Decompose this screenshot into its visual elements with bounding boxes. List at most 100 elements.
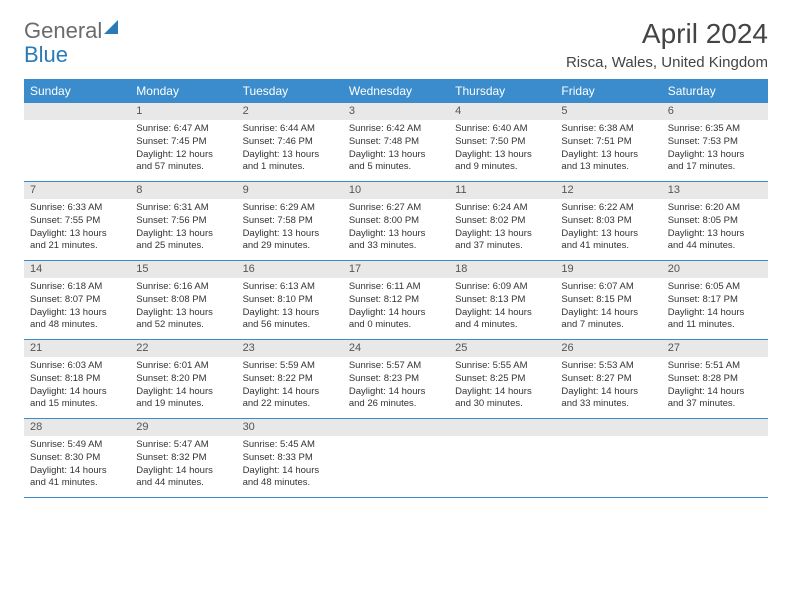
- sunset-text: Sunset: 8:12 PM: [349, 294, 443, 307]
- daylight-text: Daylight: 13 hours and 13 minutes.: [561, 149, 655, 175]
- day-number: 8: [130, 182, 236, 199]
- calendar: Sunday Monday Tuesday Wednesday Thursday…: [0, 79, 792, 498]
- day-number: 1: [130, 103, 236, 120]
- calendar-cell: 4Sunrise: 6:40 AMSunset: 7:50 PMDaylight…: [449, 103, 555, 181]
- cell-body: Sunrise: 6:09 AMSunset: 8:13 PMDaylight:…: [449, 278, 555, 336]
- cell-body: Sunrise: 6:11 AMSunset: 8:12 PMDaylight:…: [343, 278, 449, 336]
- sunset-text: Sunset: 8:07 PM: [30, 294, 124, 307]
- day-number: 7: [24, 182, 130, 199]
- day-number: [662, 419, 768, 436]
- day-number: 19: [555, 261, 661, 278]
- sunset-text: Sunset: 8:17 PM: [668, 294, 762, 307]
- cell-body: Sunrise: 6:18 AMSunset: 8:07 PMDaylight:…: [24, 278, 130, 336]
- sunrise-text: Sunrise: 5:57 AM: [349, 360, 443, 373]
- location: Risca, Wales, United Kingdom: [566, 54, 768, 71]
- daylight-text: Daylight: 13 hours and 33 minutes.: [349, 228, 443, 254]
- sunrise-text: Sunrise: 6:09 AM: [455, 281, 549, 294]
- weeks-container: 1Sunrise: 6:47 AMSunset: 7:45 PMDaylight…: [24, 103, 768, 498]
- sunrise-text: Sunrise: 5:51 AM: [668, 360, 762, 373]
- daylight-text: Daylight: 14 hours and 7 minutes.: [561, 307, 655, 333]
- sunrise-text: Sunrise: 6:16 AM: [136, 281, 230, 294]
- logo-word1: General: [24, 18, 102, 44]
- sunset-text: Sunset: 8:22 PM: [243, 373, 337, 386]
- calendar-cell: 11Sunrise: 6:24 AMSunset: 8:02 PMDayligh…: [449, 182, 555, 260]
- sunset-text: Sunset: 8:10 PM: [243, 294, 337, 307]
- title-block: April 2024 Risca, Wales, United Kingdom: [566, 18, 768, 71]
- daylight-text: Daylight: 14 hours and 26 minutes.: [349, 386, 443, 412]
- calendar-cell: 17Sunrise: 6:11 AMSunset: 8:12 PMDayligh…: [343, 261, 449, 339]
- day-number: 13: [662, 182, 768, 199]
- day-number: 20: [662, 261, 768, 278]
- cell-body: Sunrise: 6:03 AMSunset: 8:18 PMDaylight:…: [24, 357, 130, 415]
- day-number: [343, 419, 449, 436]
- day-number: 18: [449, 261, 555, 278]
- cell-body: Sunrise: 6:40 AMSunset: 7:50 PMDaylight:…: [449, 120, 555, 178]
- daylight-text: Daylight: 14 hours and 48 minutes.: [243, 465, 337, 491]
- weekday-header: Monday: [130, 79, 236, 103]
- sunrise-text: Sunrise: 6:24 AM: [455, 202, 549, 215]
- sunrise-text: Sunrise: 5:47 AM: [136, 439, 230, 452]
- cell-body: Sunrise: 6:05 AMSunset: 8:17 PMDaylight:…: [662, 278, 768, 336]
- sunrise-text: Sunrise: 6:01 AM: [136, 360, 230, 373]
- calendar-cell: [662, 419, 768, 497]
- cell-body: Sunrise: 6:27 AMSunset: 8:00 PMDaylight:…: [343, 199, 449, 257]
- day-number: 28: [24, 419, 130, 436]
- calendar-cell: [449, 419, 555, 497]
- week-row: 21Sunrise: 6:03 AMSunset: 8:18 PMDayligh…: [24, 340, 768, 419]
- sunrise-text: Sunrise: 6:38 AM: [561, 123, 655, 136]
- sunset-text: Sunset: 8:30 PM: [30, 452, 124, 465]
- calendar-cell: 10Sunrise: 6:27 AMSunset: 8:00 PMDayligh…: [343, 182, 449, 260]
- sunset-text: Sunset: 8:15 PM: [561, 294, 655, 307]
- day-number: 6: [662, 103, 768, 120]
- sunrise-text: Sunrise: 5:59 AM: [243, 360, 337, 373]
- calendar-cell: 20Sunrise: 6:05 AMSunset: 8:17 PMDayligh…: [662, 261, 768, 339]
- calendar-cell: 24Sunrise: 5:57 AMSunset: 8:23 PMDayligh…: [343, 340, 449, 418]
- weekday-header: Saturday: [662, 79, 768, 103]
- calendar-cell: 1Sunrise: 6:47 AMSunset: 7:45 PMDaylight…: [130, 103, 236, 181]
- sunset-text: Sunset: 8:03 PM: [561, 215, 655, 228]
- daylight-text: Daylight: 13 hours and 21 minutes.: [30, 228, 124, 254]
- weekday-header: Tuesday: [237, 79, 343, 103]
- cell-body: Sunrise: 6:20 AMSunset: 8:05 PMDaylight:…: [662, 199, 768, 257]
- sunset-text: Sunset: 7:53 PM: [668, 136, 762, 149]
- day-number: 12: [555, 182, 661, 199]
- day-number: 27: [662, 340, 768, 357]
- day-number: 10: [343, 182, 449, 199]
- calendar-cell: [343, 419, 449, 497]
- daylight-text: Daylight: 14 hours and 33 minutes.: [561, 386, 655, 412]
- sunset-text: Sunset: 8:33 PM: [243, 452, 337, 465]
- calendar-cell: 19Sunrise: 6:07 AMSunset: 8:15 PMDayligh…: [555, 261, 661, 339]
- week-row: 28Sunrise: 5:49 AMSunset: 8:30 PMDayligh…: [24, 419, 768, 498]
- cell-body: Sunrise: 6:35 AMSunset: 7:53 PMDaylight:…: [662, 120, 768, 178]
- daylight-text: Daylight: 13 hours and 56 minutes.: [243, 307, 337, 333]
- daylight-text: Daylight: 14 hours and 4 minutes.: [455, 307, 549, 333]
- weekday-header: Friday: [555, 79, 661, 103]
- daylight-text: Daylight: 13 hours and 41 minutes.: [561, 228, 655, 254]
- cell-body: Sunrise: 6:44 AMSunset: 7:46 PMDaylight:…: [237, 120, 343, 178]
- daylight-text: Daylight: 14 hours and 44 minutes.: [136, 465, 230, 491]
- sunset-text: Sunset: 8:05 PM: [668, 215, 762, 228]
- logo-triangle-icon: [104, 20, 118, 34]
- cell-body: Sunrise: 6:31 AMSunset: 7:56 PMDaylight:…: [130, 199, 236, 257]
- day-number: 5: [555, 103, 661, 120]
- cell-body: Sunrise: 6:01 AMSunset: 8:20 PMDaylight:…: [130, 357, 236, 415]
- day-number: 3: [343, 103, 449, 120]
- calendar-cell: 13Sunrise: 6:20 AMSunset: 8:05 PMDayligh…: [662, 182, 768, 260]
- calendar-cell: 18Sunrise: 6:09 AMSunset: 8:13 PMDayligh…: [449, 261, 555, 339]
- day-number: 29: [130, 419, 236, 436]
- sunset-text: Sunset: 8:32 PM: [136, 452, 230, 465]
- daylight-text: Daylight: 14 hours and 19 minutes.: [136, 386, 230, 412]
- calendar-cell: 6Sunrise: 6:35 AMSunset: 7:53 PMDaylight…: [662, 103, 768, 181]
- day-number: 14: [24, 261, 130, 278]
- sunset-text: Sunset: 7:56 PM: [136, 215, 230, 228]
- cell-body: Sunrise: 6:29 AMSunset: 7:58 PMDaylight:…: [237, 199, 343, 257]
- sunset-text: Sunset: 8:18 PM: [30, 373, 124, 386]
- sunset-text: Sunset: 8:28 PM: [668, 373, 762, 386]
- sunrise-text: Sunrise: 5:45 AM: [243, 439, 337, 452]
- cell-body: Sunrise: 5:59 AMSunset: 8:22 PMDaylight:…: [237, 357, 343, 415]
- day-number: 4: [449, 103, 555, 120]
- day-number: [449, 419, 555, 436]
- daylight-text: Daylight: 14 hours and 22 minutes.: [243, 386, 337, 412]
- logo: General: [24, 18, 122, 44]
- cell-body: Sunrise: 5:57 AMSunset: 8:23 PMDaylight:…: [343, 357, 449, 415]
